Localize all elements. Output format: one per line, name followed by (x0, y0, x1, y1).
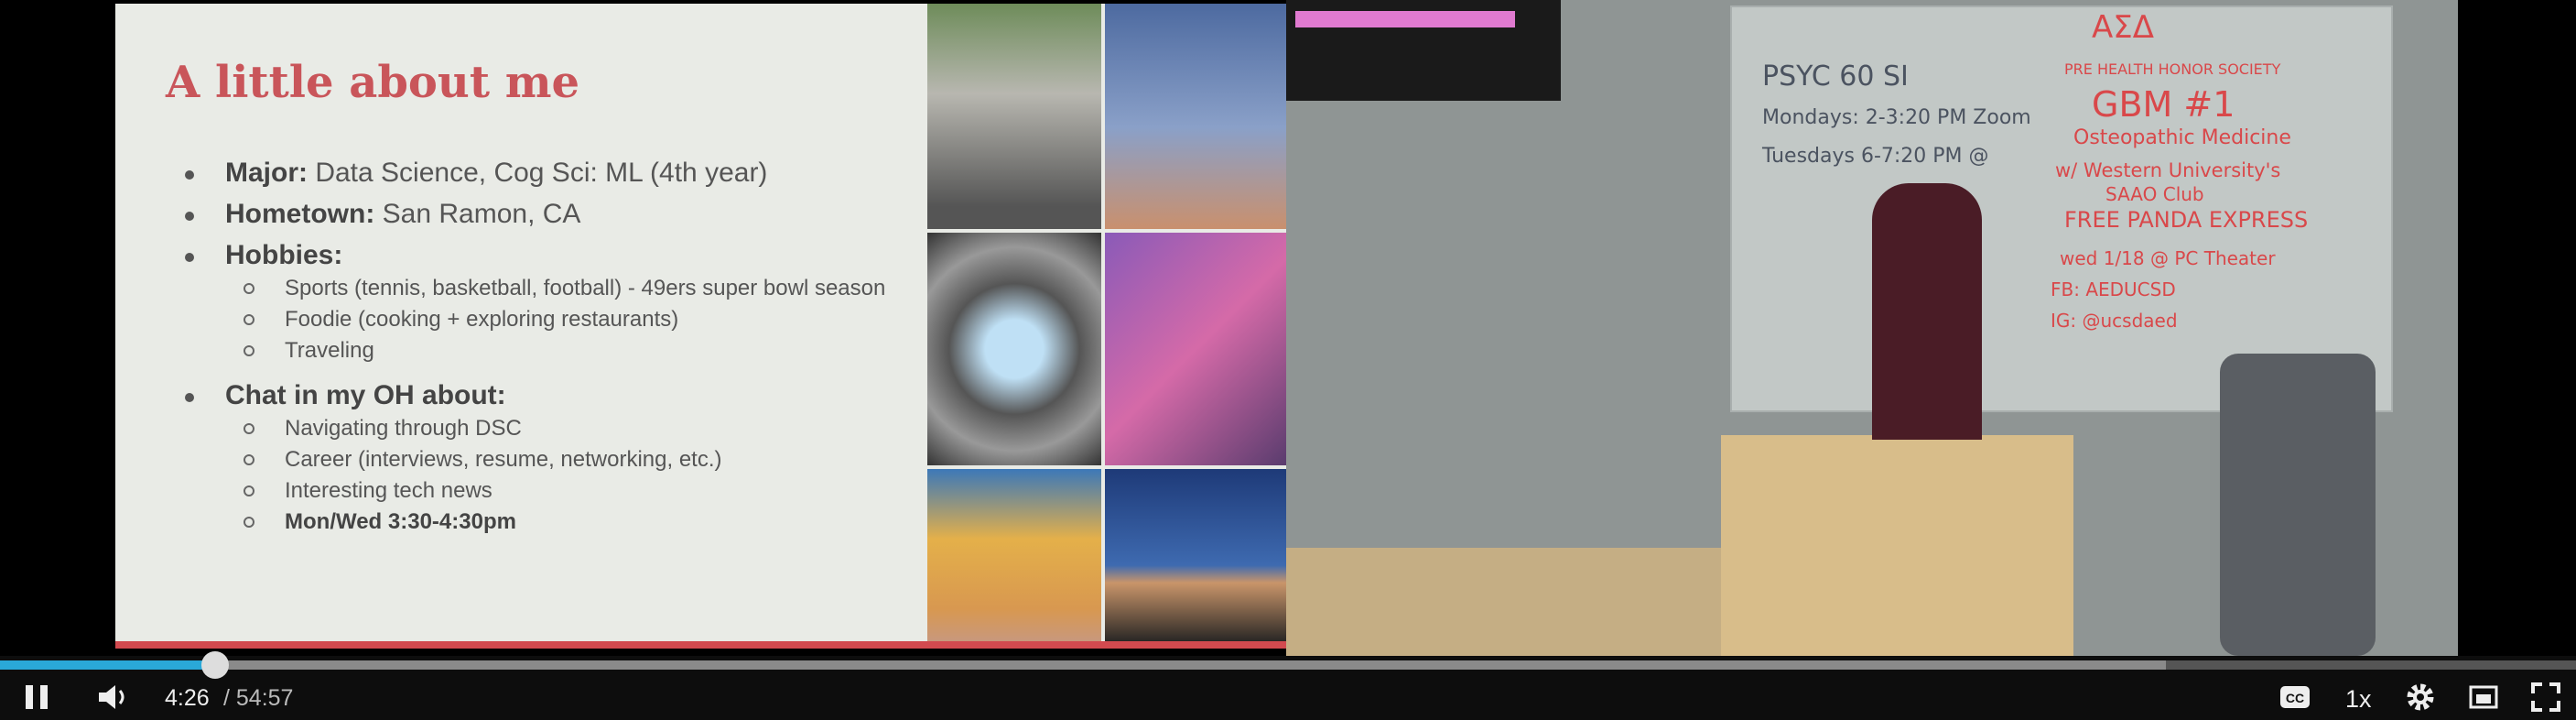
whiteboard-line: wed 1/18 @ PC Theater (2060, 247, 2276, 269)
volume-button[interactable] (97, 683, 130, 711)
sub-item: Foodie (cooking + exploring restaurants) (285, 307, 679, 332)
whiteboard-line: ΑΣΔ (2092, 9, 2154, 46)
sub-item: Career (interviews, resume, networking, … (285, 447, 722, 472)
whiteboard-line: PRE HEALTH HONOR SOCIETY (2064, 60, 2281, 78)
captions-button[interactable]: CC (2279, 683, 2311, 711)
item-label: Hometown: (225, 199, 375, 229)
bullet-item: Hometown: San Ramon, CA (225, 199, 580, 230)
whiteboard-line: Osteopathic Medicine (2073, 126, 2291, 149)
sub-item: Traveling (285, 338, 374, 363)
sub-item: Interesting tech news (285, 478, 492, 503)
current-time: 4:26 (165, 685, 210, 711)
bullet-item: Major: Data Science, Cog Sci: ML (4th ye… (225, 158, 767, 189)
fullscreen-button[interactable] (2531, 682, 2560, 712)
sub-item: Mon/Wed 3:30-4:30pm (285, 509, 516, 534)
photo (1105, 4, 1286, 229)
whiteboard (1730, 5, 2393, 412)
slide-accent (115, 641, 1286, 649)
bullet-item: Hobbies: (225, 240, 342, 271)
sub-bullet (244, 485, 254, 496)
slide-title: A little about me (166, 57, 580, 108)
whiteboard-line: Tuesdays 6-7:20 PM @ (1762, 145, 1989, 168)
duration: / 54:57 (223, 685, 294, 711)
control-bar: 4:26 / 54:57 CC 1x (0, 651, 2576, 720)
photo (927, 4, 1101, 229)
bullet (185, 212, 194, 221)
chair (2220, 354, 2376, 656)
desk (1286, 548, 1726, 656)
sub-bullet (244, 345, 254, 356)
item-text: Data Science, Cog Sci: ML (4th year) (308, 158, 768, 188)
sub-bullet (244, 517, 254, 528)
whiteboard-line: IG: @ucsdaed (2051, 310, 2178, 332)
photo (927, 233, 1101, 465)
item-label: Major: (225, 158, 308, 188)
bullet (185, 393, 194, 402)
photo (1105, 233, 1286, 465)
sub-item: Navigating through DSC (285, 416, 522, 441)
item-label: Chat in my OH about: (225, 380, 506, 410)
photo (927, 469, 1101, 644)
sub-bullet (244, 314, 254, 325)
miniplayer-button[interactable] (2469, 683, 2498, 711)
lecture-video: PSYC 60 SI Mondays: 2-3:20 PM Zoom Tuesday… (1286, 0, 2458, 656)
sub-bullet (244, 283, 254, 294)
played-bar (0, 660, 215, 670)
podium (1721, 435, 2073, 656)
scrubber-knob[interactable] (201, 651, 229, 679)
sub-item: Sports (tennis, basketball, football) - … (285, 276, 886, 300)
presenter (1872, 183, 1982, 440)
pause-button[interactable] (24, 683, 51, 711)
bullet (185, 253, 194, 262)
buffer-bar (0, 660, 2166, 670)
bullet (185, 170, 194, 180)
sub-bullet (244, 423, 254, 434)
photo (1105, 469, 1286, 644)
whiteboard-line: PSYC 60 SI (1762, 60, 1909, 93)
whiteboard-line: SAAO Club (2105, 183, 2204, 205)
whiteboard-line: Mondays: 2-3:20 PM Zoom (1762, 106, 2031, 129)
svg-text:CC: CC (2286, 691, 2304, 705)
item-text: San Ramon, CA (374, 199, 581, 229)
whiteboard-line: FB: AEDUCSD (2051, 278, 2176, 300)
sub-bullet (244, 454, 254, 465)
whiteboard-line: FREE PANDA EXPRESS (2064, 207, 2309, 233)
projector-screen (1295, 11, 1515, 27)
bullet-item: Chat in my OH about: (225, 380, 506, 411)
photo-collage (927, 4, 1286, 644)
slide: A little about me Major: Data Science, C… (115, 4, 1286, 649)
whiteboard-line: w/ Western University's (2055, 159, 2281, 181)
settings-button[interactable] (2406, 682, 2435, 712)
whiteboard-line: GBM #1 (2092, 84, 2235, 125)
item-label: Hobbies: (225, 240, 343, 270)
speed-button[interactable]: 1x (2345, 685, 2372, 713)
